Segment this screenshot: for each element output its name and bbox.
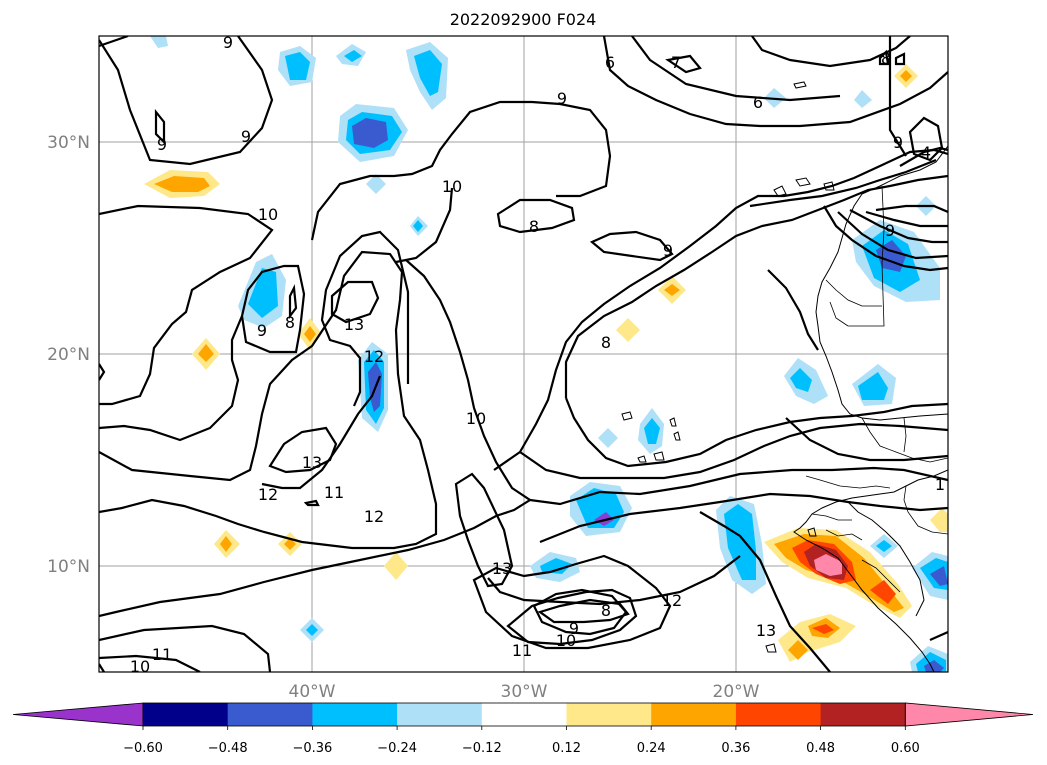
contour-label: 8 xyxy=(881,49,891,68)
map-frame xyxy=(98,35,949,673)
contour-label: 9 xyxy=(157,135,167,154)
contour-label: 12 xyxy=(662,591,682,610)
contour-label: 10 xyxy=(466,409,486,428)
contour-label: 13 xyxy=(756,621,776,640)
contour-label: 9 xyxy=(893,133,903,152)
lon-tick-label: 20°W xyxy=(713,682,760,702)
contour-label: 1 xyxy=(935,475,945,494)
colorbar-tick-label: 0.36 xyxy=(721,741,750,756)
lon-tick-label: 30°W xyxy=(501,682,548,702)
contour-label: 8 xyxy=(601,601,611,620)
contour-label: 9 xyxy=(569,619,579,638)
colorbar-segment xyxy=(566,703,652,726)
colorbar-tick-label: −0.24 xyxy=(377,741,417,756)
contour-label: 8 xyxy=(285,313,295,332)
lat-tick-label: 10°N xyxy=(47,557,90,577)
colorbar-extend-low xyxy=(12,702,144,727)
colorbar-frame xyxy=(142,702,906,727)
lon-axis: 40°W 30°W 20°W xyxy=(289,682,760,702)
contour-label: 11 xyxy=(152,645,172,664)
colorbar-tick-label: −0.36 xyxy=(292,741,332,756)
colorbar-tick-label: 0.12 xyxy=(552,741,581,756)
contour-label: 9 xyxy=(557,89,567,108)
contour-label: 10 xyxy=(130,657,150,676)
contour-label: 13 xyxy=(344,315,364,334)
map-area: 9 9 9 10 9 8 6 7 9 8 9 10 8 13 12 13 12 … xyxy=(99,33,948,676)
contour-label: 12 xyxy=(258,485,278,504)
contour-label: 9 xyxy=(663,241,673,260)
colorbar-tick-label: −0.48 xyxy=(208,741,248,756)
colorbar-segment xyxy=(481,703,567,726)
colorbar-tick-label: 0.24 xyxy=(637,741,666,756)
contour-label: 10 xyxy=(258,205,278,224)
contour-label: 6 xyxy=(605,53,615,72)
colorbar-segment xyxy=(651,703,737,726)
colorbar-segment xyxy=(312,703,398,726)
lat-axis: 30°N 20°N 10°N xyxy=(47,133,90,577)
colorbar-segment xyxy=(820,703,906,726)
contour-label: 11 xyxy=(512,641,532,660)
lat-tick-label: 20°N xyxy=(47,345,90,365)
contour-label: 9 xyxy=(241,127,251,146)
contour-label: 10 xyxy=(442,177,462,196)
contour-labels: 9 9 9 10 9 8 6 7 9 8 9 10 8 13 12 13 12 … xyxy=(130,33,945,676)
colorbar-segment xyxy=(227,703,313,726)
shaded-anomalies xyxy=(144,36,948,672)
contour-label: 4 xyxy=(921,143,931,162)
contour-label: 12 xyxy=(364,347,384,366)
map-title: 2022092900 F024 xyxy=(450,10,597,29)
contour-label: 9 xyxy=(257,321,267,340)
lon-tick-label: 40°W xyxy=(289,682,336,702)
contour-label: 11 xyxy=(324,483,344,502)
colorbar: −0.60 −0.48 −0.36 −0.24 −0.12 0.12 0.24 0.36 0.4… xyxy=(12,702,1034,756)
contour-label: 6 xyxy=(753,93,763,112)
contour-label: 9 xyxy=(223,33,233,52)
contour-label: 9 xyxy=(885,221,895,240)
contour-lines xyxy=(99,36,948,672)
colorbar-tick-label: −0.12 xyxy=(462,741,502,756)
contour-label: 13 xyxy=(302,453,322,472)
colorbar-segment xyxy=(143,703,229,726)
lat-tick-label: 30°N xyxy=(47,133,90,153)
contour-label: 12 xyxy=(364,507,384,526)
contour-label: 8 xyxy=(601,333,611,352)
colorbar-segment xyxy=(397,703,483,726)
contour-label: 8 xyxy=(529,217,539,236)
colorbar-extend-high xyxy=(904,702,1034,727)
contour-label: 10 xyxy=(556,631,576,650)
contour-label: 13 xyxy=(492,559,512,578)
colorbar-tick-label: 0.60 xyxy=(891,741,920,756)
colorbar-tick-label: −0.60 xyxy=(123,741,163,756)
colorbar-segment xyxy=(735,703,822,726)
contour-label: 7 xyxy=(671,53,681,72)
colorbar-tick-label: 0.48 xyxy=(806,741,835,756)
coastlines xyxy=(621,81,948,672)
